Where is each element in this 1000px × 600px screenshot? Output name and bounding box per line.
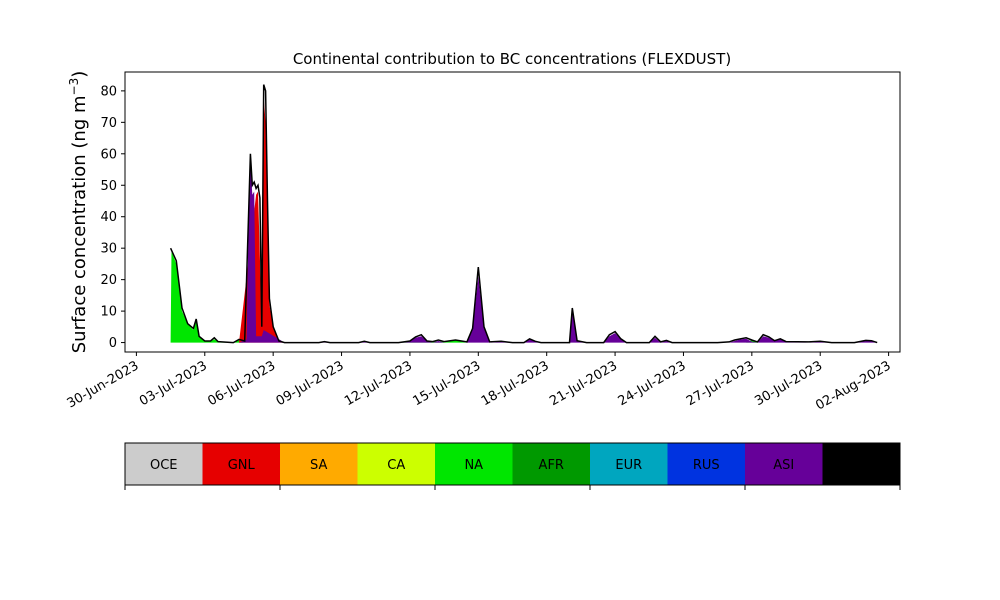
y-tick-label: 40 [100, 210, 117, 225]
x-tick-label: 21-Jul-2023 [547, 358, 620, 409]
legend-label-rus: RUS [693, 458, 720, 473]
x-tick-label: 30-Jun-2023 [65, 358, 142, 411]
legend-label-na: NA [464, 458, 483, 473]
series-area-asi [239, 160, 878, 343]
legend-label-asi: ASI [773, 458, 794, 473]
x-tick-label: 18-Jul-2023 [479, 358, 552, 409]
y-axis-label: Surface concentration (ng m−3) [67, 71, 90, 354]
legend-swatch-afr [512, 443, 590, 485]
plot-area: 0102030405060708030-Jun-202303-Jul-20230… [65, 71, 901, 414]
y-tick-label: 0 [109, 336, 117, 351]
legend-label-gnl: GNL [228, 458, 256, 473]
legend-frame [124, 442, 901, 486]
legend-swatch-aus [822, 443, 900, 485]
x-tick-label: 12-Jul-2023 [342, 358, 415, 409]
x-tick-label: 24-Jul-2023 [616, 358, 689, 409]
x-tick-label: 09-Jul-2023 [274, 358, 347, 409]
x-tick-label: 27-Jul-2023 [684, 358, 757, 409]
y-tick-label: 80 [100, 84, 117, 99]
legend-swatch-na [435, 443, 513, 485]
axes-frame [124, 71, 901, 353]
series-area-na [170, 251, 878, 343]
legend-label-aus: AUS [848, 458, 875, 473]
legend-swatch-oce [125, 443, 203, 485]
legend-swatch-rus [667, 443, 745, 485]
legend-label-eur: EUR [615, 458, 642, 473]
legend-label-ca: CA [387, 458, 405, 473]
y-tick-label: 60 [100, 147, 117, 162]
x-tick-label: 03-Jul-2023 [137, 358, 210, 409]
legend-swatch-gnl [202, 443, 280, 485]
legend-label-sa: SA [310, 458, 327, 473]
legend-swatch-eur [590, 443, 668, 485]
x-tick-label: 02-Aug-2023 [813, 358, 893, 413]
y-tick-label: 30 [100, 242, 117, 257]
y-tick-label: 50 [100, 179, 117, 194]
y-tick-label: 70 [100, 116, 117, 131]
x-tick-label: 15-Jul-2023 [410, 358, 483, 409]
chart-title: Continental contribution to BC concentra… [293, 50, 731, 68]
legend-swatch-ca [357, 443, 435, 485]
y-axis-label-main: Surface concentration (ng m [69, 95, 90, 353]
total-line [169, 84, 878, 344]
x-tick-label: 06-Jul-2023 [205, 358, 278, 409]
legend-swatch-asi [745, 443, 823, 485]
y-tick-label: 10 [100, 305, 117, 320]
legend-label-afr: AFR [539, 458, 564, 473]
y-axis-label-sup: −3 [67, 78, 81, 96]
legend-colorbar: OCE GNL SA CA NA AFR EUR RUS ASI AUS [124, 442, 901, 490]
legend-label-oce: OCE [150, 458, 178, 473]
y-tick-label: 20 [100, 273, 117, 288]
y-axis-label-close: ) [69, 71, 90, 78]
legend-swatch-sa [280, 443, 358, 485]
